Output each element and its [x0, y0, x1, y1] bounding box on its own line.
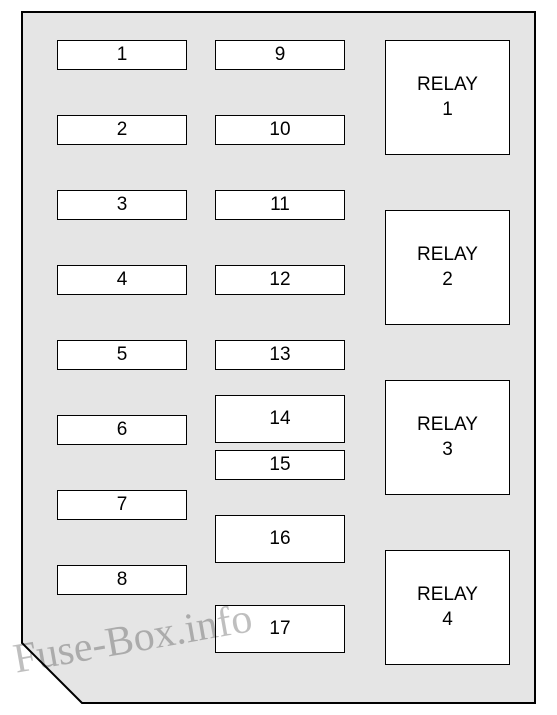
fuse-slot-3: 3 [57, 190, 187, 220]
fuse-slot-9: 9 [215, 40, 345, 70]
fuse-slot-8: 8 [57, 565, 187, 595]
relay-slot-2: RELAY2 [385, 210, 510, 325]
fuse-slot-10: 10 [215, 115, 345, 145]
relay-slot-4: RELAY4 [385, 550, 510, 665]
fuse-slot-13: 13 [215, 340, 345, 370]
fuse-slot-15: 15 [215, 450, 345, 480]
fuse-slot-14: 14 [215, 395, 345, 443]
fuse-slot-5: 5 [57, 340, 187, 370]
fuse-slot-6: 6 [57, 415, 187, 445]
fuse-slot-16: 16 [215, 515, 345, 563]
fuse-slot-2: 2 [57, 115, 187, 145]
fuse-slot-1: 1 [57, 40, 187, 70]
relay-slot-1: RELAY1 [385, 40, 510, 155]
fuse-slot-17: 17 [215, 605, 345, 653]
fuse-slot-11: 11 [215, 190, 345, 220]
fuse-slot-7: 7 [57, 490, 187, 520]
fuse-slot-12: 12 [215, 265, 345, 295]
fuse-slot-4: 4 [57, 265, 187, 295]
relay-slot-3: RELAY3 [385, 380, 510, 495]
